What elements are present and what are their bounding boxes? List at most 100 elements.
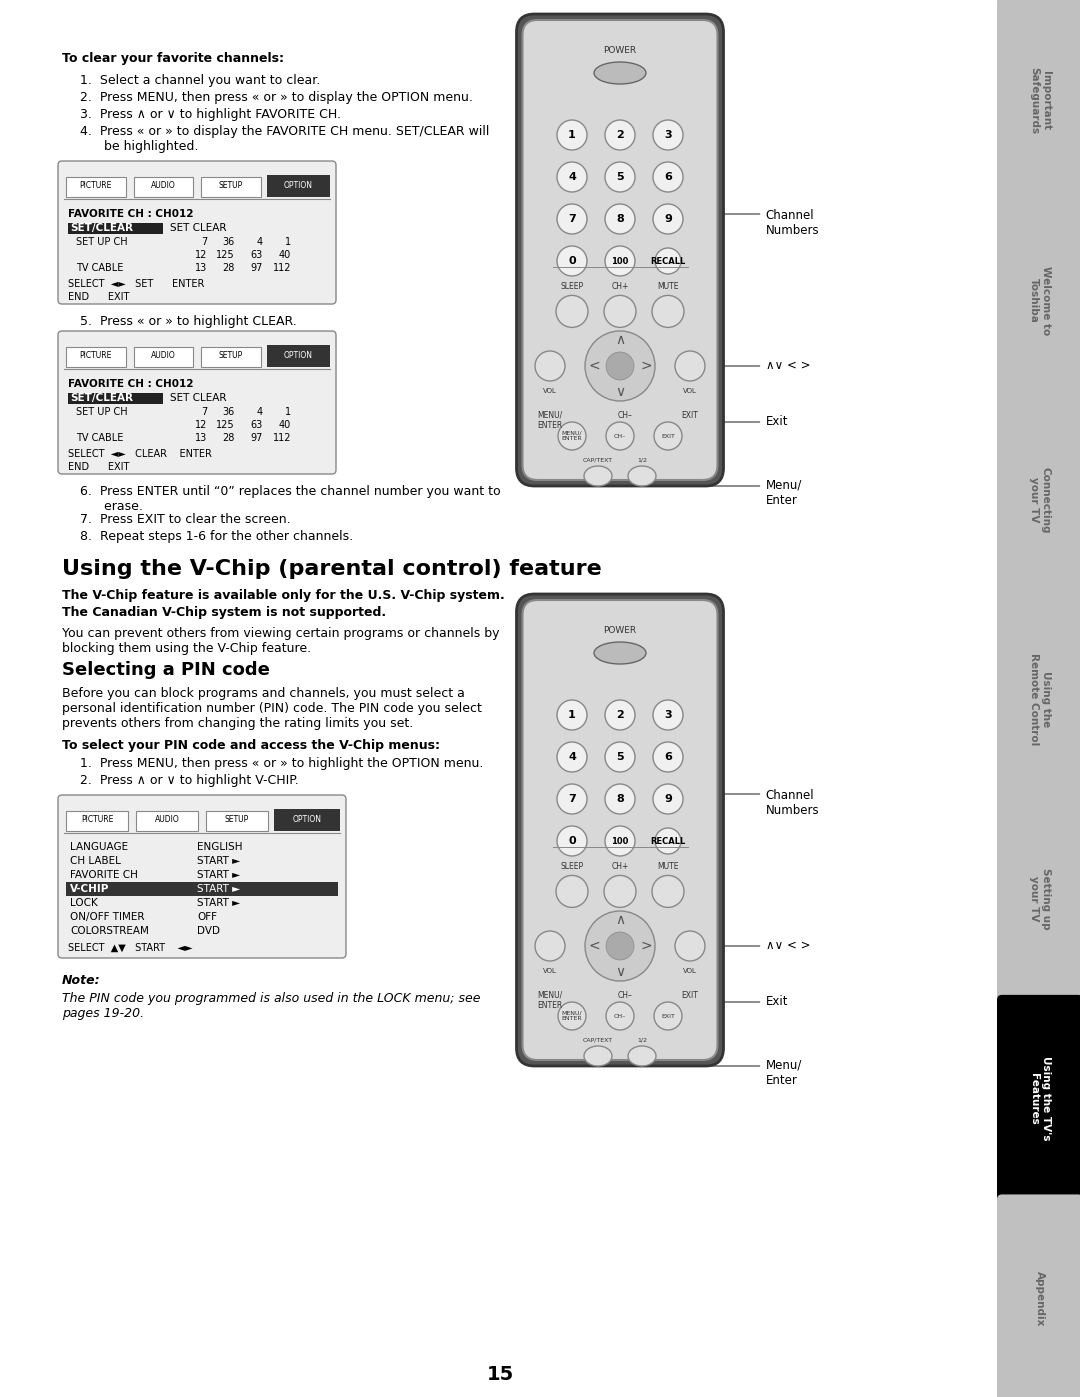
Text: 4: 4 [257, 407, 264, 416]
Text: 4: 4 [568, 752, 576, 761]
Text: 15: 15 [486, 1365, 514, 1384]
Text: 3: 3 [664, 710, 672, 719]
Text: SETUP: SETUP [225, 816, 249, 824]
Text: 5: 5 [617, 172, 624, 182]
Text: >: > [640, 359, 652, 373]
Text: LOCK: LOCK [70, 898, 98, 908]
Text: Before you can block programs and channels, you must select a
personal identific: Before you can block programs and channe… [62, 687, 482, 731]
Text: You can prevent others from viewing certain programs or channels by
blocking the: You can prevent others from viewing cert… [62, 627, 499, 655]
Text: The V-Chip feature is available only for the U.S. V-Chip system.: The V-Chip feature is available only for… [62, 590, 504, 602]
Text: SELECT  ◄►   CLEAR    ENTER: SELECT ◄► CLEAR ENTER [68, 448, 212, 460]
Text: MENU/: MENU/ [538, 990, 563, 1000]
Text: Exit: Exit [766, 995, 788, 1009]
Text: DVD: DVD [197, 926, 220, 936]
Bar [66, 177, 125, 197]
Bar [201, 177, 260, 197]
Text: SELECT  ▲▼   START    ◄►: SELECT ▲▼ START ◄► [68, 943, 192, 953]
Text: Note:: Note: [62, 974, 100, 988]
Text: 6: 6 [664, 172, 672, 182]
Text: POWER: POWER [604, 46, 636, 54]
Text: VOL: VOL [543, 968, 557, 974]
Text: ∨: ∨ [615, 386, 625, 400]
FancyBboxPatch shape [997, 0, 1080, 204]
Ellipse shape [584, 1046, 612, 1066]
Text: ∧: ∧ [615, 914, 625, 928]
Bar [267, 175, 330, 197]
Bar [136, 812, 198, 831]
Ellipse shape [585, 911, 654, 981]
Text: AUDIO: AUDIO [154, 816, 179, 824]
Ellipse shape [605, 120, 635, 149]
FancyBboxPatch shape [58, 331, 336, 474]
Ellipse shape [558, 1002, 586, 1030]
Text: ENTER: ENTER [538, 1002, 563, 1010]
Text: ON/OFF TIMER: ON/OFF TIMER [70, 912, 145, 922]
Text: 28: 28 [222, 433, 235, 443]
Text: EXIT: EXIT [661, 1013, 675, 1018]
Ellipse shape [604, 876, 636, 908]
Text: ∧∨ < >: ∧∨ < > [766, 359, 810, 372]
Text: CAP/TEXT: CAP/TEXT [583, 1037, 613, 1042]
Bar [68, 393, 163, 404]
Text: SET CLEAR: SET CLEAR [170, 224, 227, 233]
Text: 1: 1 [285, 237, 291, 247]
Text: Exit: Exit [766, 415, 788, 427]
Text: EXIT: EXIT [681, 411, 699, 420]
Text: RECALL: RECALL [650, 257, 686, 265]
Text: CAP/TEXT: CAP/TEXT [583, 457, 613, 462]
Text: 7: 7 [201, 237, 207, 247]
Text: 1: 1 [285, 407, 291, 416]
Text: 7.  Press EXIT to clear the screen.: 7. Press EXIT to clear the screen. [80, 513, 291, 527]
Ellipse shape [604, 295, 636, 327]
Ellipse shape [557, 162, 588, 191]
Text: 4: 4 [257, 237, 264, 247]
Ellipse shape [652, 876, 684, 908]
Text: 100: 100 [611, 837, 629, 845]
Text: Selecting a PIN code: Selecting a PIN code [62, 661, 270, 679]
FancyBboxPatch shape [58, 795, 346, 958]
Text: MUTE: MUTE [658, 862, 678, 872]
Ellipse shape [557, 826, 588, 856]
Text: AUDIO: AUDIO [151, 182, 176, 190]
Bar [134, 346, 193, 367]
Text: SETUP: SETUP [218, 182, 243, 190]
Text: PICTURE: PICTURE [80, 182, 112, 190]
Ellipse shape [556, 876, 588, 908]
Text: CH+: CH+ [611, 282, 629, 292]
Text: Connecting
your TV: Connecting your TV [1029, 467, 1051, 534]
Ellipse shape [557, 204, 588, 235]
Text: 9: 9 [664, 214, 672, 224]
Text: EXIT: EXIT [681, 990, 699, 1000]
Text: 36: 36 [222, 237, 235, 247]
Text: TV CABLE: TV CABLE [76, 263, 123, 272]
Text: 4: 4 [568, 172, 576, 182]
Text: 40: 40 [279, 250, 291, 260]
Text: 100: 100 [611, 257, 629, 265]
Text: <: < [589, 359, 599, 373]
Ellipse shape [594, 643, 646, 664]
Ellipse shape [653, 784, 683, 814]
Bar [134, 177, 193, 197]
Text: 13: 13 [194, 263, 207, 272]
Ellipse shape [654, 1002, 681, 1030]
Text: The Canadian V-Chip system is not supported.: The Canadian V-Chip system is not suppor… [62, 606, 387, 619]
Text: AUDIO: AUDIO [151, 352, 176, 360]
Text: To select your PIN code and access the V-Chip menus:: To select your PIN code and access the V… [62, 739, 440, 752]
Text: 40: 40 [279, 420, 291, 430]
Text: 7: 7 [568, 793, 576, 805]
Text: <: < [589, 939, 599, 953]
FancyBboxPatch shape [997, 397, 1080, 604]
Text: CH–: CH– [613, 1013, 626, 1018]
Text: 7: 7 [201, 407, 207, 416]
Text: START ►: START ► [197, 856, 240, 866]
Ellipse shape [654, 828, 681, 854]
Text: COLORSTREAM: COLORSTREAM [70, 926, 149, 936]
FancyBboxPatch shape [58, 161, 336, 305]
Text: 97: 97 [251, 433, 264, 443]
Text: SET/CLEAR: SET/CLEAR [70, 393, 133, 402]
Text: V-CHIP: V-CHIP [70, 884, 109, 894]
Text: Using the
Remote Control: Using the Remote Control [1029, 654, 1051, 746]
Text: The PIN code you programmed is also used in the LOCK menu; see
pages 19-20.: The PIN code you programmed is also used… [62, 992, 481, 1020]
Ellipse shape [606, 352, 634, 380]
Text: 3: 3 [664, 130, 672, 140]
